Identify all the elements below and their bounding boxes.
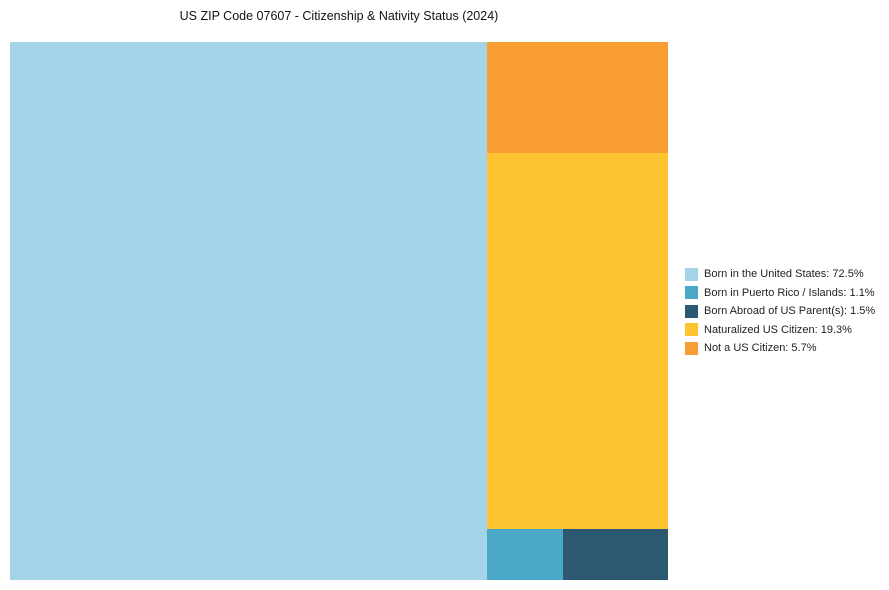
legend-item-not-a-us-citizen[interactable]: Not a US Citizen: 5.7% [685,339,875,358]
legend-label: Born in Puerto Rico / Islands: 1.1% [704,286,875,299]
treemap-chart [10,42,668,580]
legend-label: Not a US Citizen: 5.7% [704,342,817,355]
legend-swatch-not-a-us-citizen [685,341,698,355]
legend-swatch-born-abroad-of-us-parent-s [685,304,698,318]
treemap-cell-born-abroad-of-us-parent-s[interactable] [563,529,668,580]
legend-label: Born in the United States: 72.5% [704,268,864,281]
legend-item-born-abroad-of-us-parent-s[interactable]: Born Abroad of US Parent(s): 1.5% [685,302,875,321]
legend-item-naturalized-us-citizen[interactable]: Naturalized US Citizen: 19.3% [685,321,875,340]
legend-label: Naturalized US Citizen: 19.3% [704,323,852,336]
legend: Born in the United States: 72.5% Born in … [685,265,875,358]
legend-swatch-naturalized-us-citizen [685,323,698,337]
legend-swatch-born-in-puerto-rico-islands [685,286,698,300]
legend-item-born-in-puerto-rico-islands[interactable]: Born in Puerto Rico / Islands: 1.1% [685,284,875,303]
treemap-cell-born-in-puerto-rico-islands[interactable] [486,529,564,580]
treemap-cell-naturalized-us-citizen[interactable] [486,153,668,530]
treemap-cell-born-in-the-united-states[interactable] [10,42,487,580]
legend-item-born-in-the-united-states[interactable]: Born in the United States: 72.5% [685,265,875,284]
chart-title: US ZIP Code 07607 - Citizenship & Nativi… [179,9,499,23]
legend-label: Born Abroad of US Parent(s): 1.5% [704,305,876,318]
treemap-cell-not-a-us-citizen[interactable] [486,42,668,154]
legend-swatch-born-in-the-united-states [685,267,698,281]
